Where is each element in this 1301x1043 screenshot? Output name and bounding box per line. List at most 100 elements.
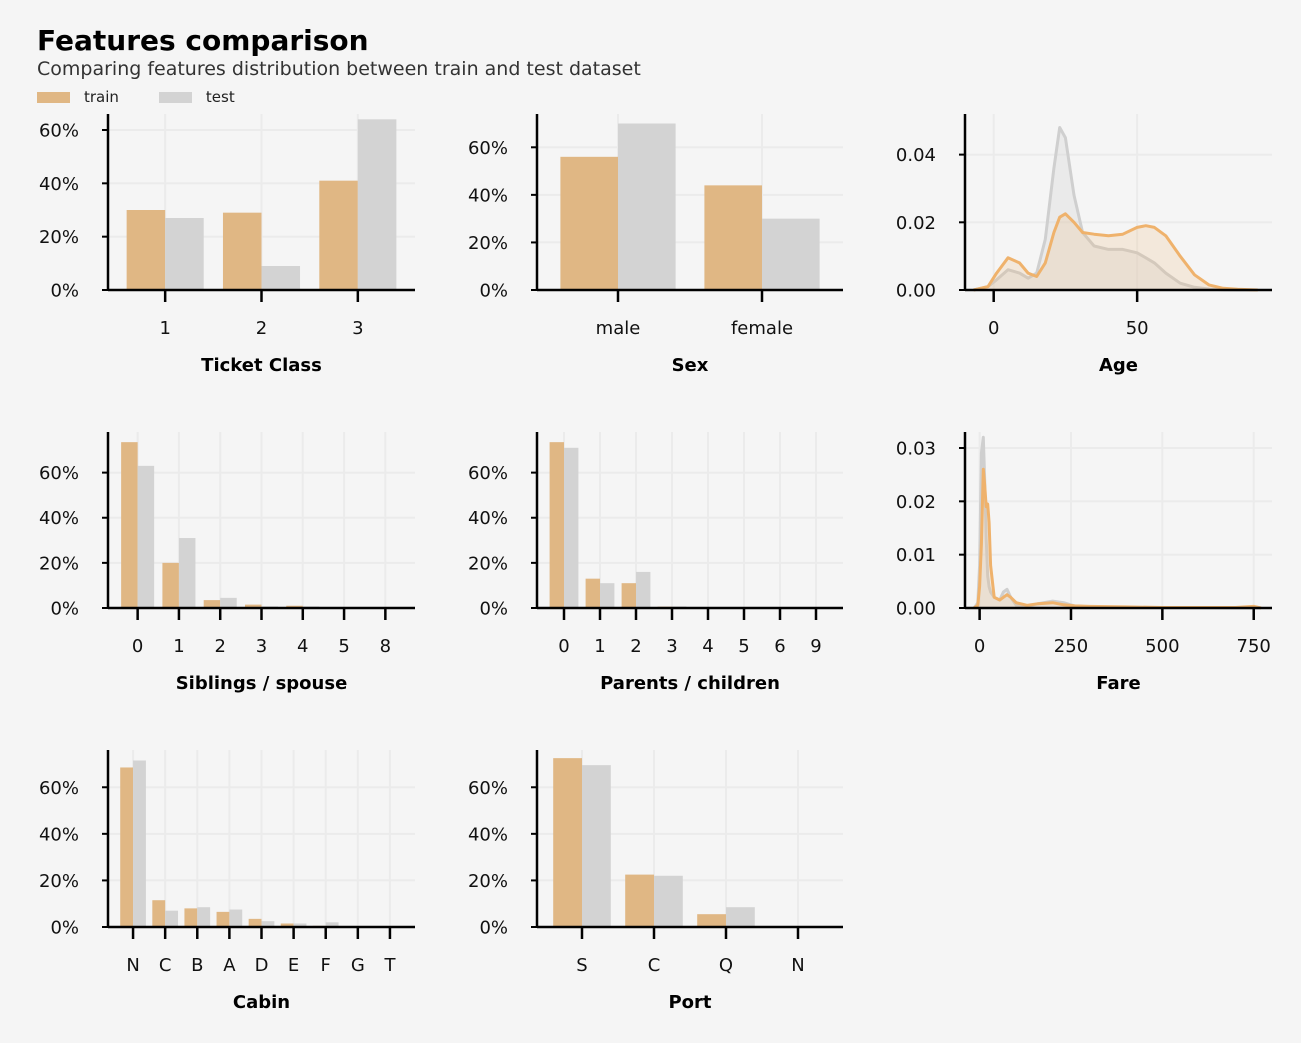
x-tick-label: G (351, 955, 365, 976)
legend-item-test: test (158, 88, 235, 106)
x-tick-label: 4 (297, 636, 308, 657)
line-test (972, 435, 1261, 610)
legend-swatch-test (158, 91, 192, 103)
y-tick-label: 0.01 (896, 545, 936, 566)
x-tick-label: B (191, 955, 203, 976)
bar-train-3 (319, 180, 358, 290)
bar-train-female (704, 185, 762, 290)
x-tick-label: 0 (558, 636, 569, 657)
bar-train-C (152, 900, 166, 927)
x-tick-label: 750 (1237, 636, 1271, 657)
bar-train-A (216, 911, 230, 927)
bar-test-0 (564, 447, 579, 608)
x-tick-label: 4 (702, 636, 713, 657)
bar-test-B (197, 907, 211, 927)
x-axis-label: Sex (672, 355, 709, 376)
line-train (973, 467, 1262, 610)
x-tick-label: 2 (630, 636, 641, 657)
y-tick-label: 20% (468, 871, 508, 892)
bar-train-2 (222, 212, 262, 290)
line-train (973, 212, 1258, 292)
x-tick-label: 50 (1126, 318, 1149, 339)
y-tick-label: 0.04 (896, 145, 936, 166)
x-tick-label: female (731, 318, 793, 339)
subplot-3: 0% 20% 40% 60% 0 1 2 3 4 5 8 Siblings / spouse (39, 432, 415, 694)
x-tick-label: 5 (338, 636, 349, 657)
x-tick-label: 2 (214, 636, 225, 657)
bar-train-S (553, 758, 582, 927)
bar-test-0 (137, 465, 155, 608)
x-tick-label: N (791, 955, 804, 976)
bar-test-female (762, 218, 820, 290)
y-tick-label: 60% (39, 121, 79, 142)
x-tick-label: 6 (774, 636, 785, 657)
subplot-7: 0% 20% 40% 60% S C Q N Port (468, 750, 843, 1013)
x-tick-label: C (648, 955, 661, 976)
y-tick-label: 0% (50, 281, 79, 302)
x-tick-label: S (576, 955, 587, 976)
x-tick-label: 1 (159, 318, 170, 339)
y-tick-label: 40% (468, 824, 508, 845)
x-axis-label: Parents / children (600, 673, 780, 694)
x-tick-label: 500 (1145, 636, 1179, 657)
y-tick-label: 40% (468, 185, 508, 206)
x-tick-label: 0 (974, 636, 985, 657)
bar-train-E (280, 923, 294, 927)
x-tick-label: 1 (173, 636, 184, 657)
x-tick-label: 1 (594, 636, 605, 657)
bar-test-D (261, 921, 275, 927)
y-tick-label: 60% (39, 778, 79, 799)
bar-test-1 (600, 583, 615, 608)
x-tick-label: 8 (380, 636, 391, 657)
x-axis-label: Port (668, 992, 711, 1013)
y-tick-label: 0.02 (896, 213, 936, 234)
y-tick-label: 0% (479, 918, 508, 939)
x-axis-label: Cabin (233, 992, 290, 1013)
y-tick-label: 20% (39, 227, 79, 248)
x-tick-label: F (321, 955, 331, 976)
area-train (973, 213, 1258, 290)
subplot-0: 0% 20% 40% 60% 1 2 3 Ticket Class (39, 114, 415, 376)
y-tick-label: 0.03 (896, 439, 936, 460)
bar-train-C (625, 874, 654, 927)
bar-train-0 (121, 442, 138, 608)
bar-test-1 (165, 218, 204, 290)
subplot-2: 0.00 0.02 0.04 0 50 Age (896, 114, 1272, 376)
x-tick-label: 3 (666, 636, 677, 657)
bar-train-2 (621, 583, 636, 608)
x-tick-label: 5 (738, 636, 749, 657)
bar-test-3 (357, 119, 397, 290)
bar-test-C (165, 910, 179, 927)
x-tick-label: 2 (256, 318, 267, 339)
area-test (974, 437, 1261, 608)
y-tick-label: 20% (39, 871, 79, 892)
bar-test-A (229, 909, 243, 927)
subplot-6: 0% 20% 40% 60% N C B A D E F G T Cabin (39, 750, 415, 1013)
bar-train-3 (244, 604, 262, 608)
bar-train-male (560, 156, 618, 290)
x-tick-label: male (596, 318, 641, 339)
y-tick-label: 20% (468, 233, 508, 254)
subplot-5: 0.00 0.01 0.02 0.03 0 250 500 750 Fare (896, 432, 1272, 694)
y-tick-label: 0% (50, 918, 79, 939)
x-tick-label: T (383, 955, 396, 976)
bar-test-2 (261, 266, 301, 290)
y-tick-label: 20% (468, 553, 508, 574)
bar-test-1 (178, 538, 196, 608)
bar-test-2 (636, 571, 651, 608)
bar-train-N (120, 767, 134, 927)
x-tick-label: N (126, 955, 139, 976)
bar-test-Q (726, 907, 755, 927)
x-axis-label: Fare (1096, 673, 1140, 694)
y-tick-label: 40% (39, 824, 79, 845)
y-tick-label: 60% (468, 138, 508, 159)
y-tick-label: 0.00 (896, 599, 936, 620)
line-test (973, 126, 1258, 292)
legend-label-test: test (205, 88, 235, 106)
bar-test-E (293, 923, 307, 927)
legend-label-train: train (84, 88, 119, 106)
figure-title: Features comparison (37, 24, 369, 57)
legend: train test (37, 88, 275, 106)
bar-test-N (133, 760, 146, 927)
